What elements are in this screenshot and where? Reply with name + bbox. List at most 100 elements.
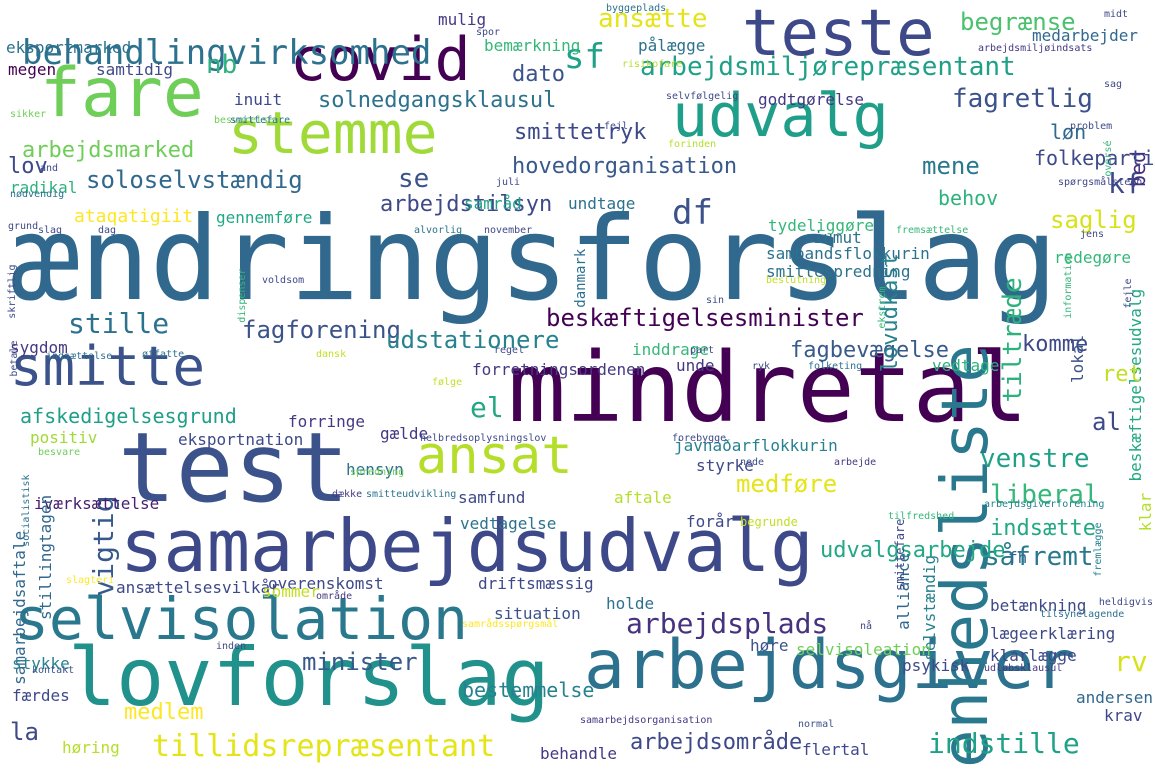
word-171: juli [496,177,521,188]
word-38: liberal [990,480,1100,510]
word-180: skriftlig [7,264,18,319]
word-27: smittetryk [514,120,647,145]
word-9: smitte [10,335,206,398]
word-48: indstille [928,727,1080,760]
word-169: and [40,163,59,174]
word-83: samråd [464,194,522,213]
word-40: såfremt [984,542,1094,572]
word-91: forretningsordenen [472,360,646,379]
word-64: al [1092,408,1121,436]
word-73: gennemføre [216,208,313,227]
word-17: ansætte [598,4,708,34]
word-88: smittespredning [766,262,911,281]
word-50: se [398,164,430,194]
word-192: øffatte [142,349,185,360]
word-174: slag [38,225,63,236]
word-123: psykisk [902,656,970,675]
word-194: følge [432,377,463,388]
word-117: lægeerklæring [990,624,1116,643]
word-188: sin [706,295,725,306]
word-37: venstre [980,444,1090,474]
word-155: byggeplads [606,3,667,14]
word-68: lov [8,154,48,179]
word-185: information [1063,252,1074,319]
word-110: driftsmæssig [478,574,594,593]
word-77: mulig [438,10,487,29]
word-52: mene [922,152,980,180]
word-126: høring [62,738,120,757]
word-181: dispenser [237,268,248,323]
word-69: sygdom [10,338,68,357]
word-165: fejl [604,121,629,132]
word-146: udløbsklausul [984,663,1063,674]
word-8: ansat [416,426,573,486]
word-0: ændringsforslag [10,192,1058,327]
word-24: soloselvstændig [86,166,303,194]
word-86: sambandsflokkurin [766,244,930,263]
word-15: behandlingvirksomhed [22,33,432,73]
word-170: nødvendig [10,189,65,200]
word-93: inddrage [632,340,710,359]
word-184: ekstrem [877,286,888,329]
word-87: siumut [804,228,862,247]
word-39: indsætte [990,516,1096,541]
word-134: spredning [350,467,405,478]
word-141: besvare [38,447,81,458]
word-21: solnedgangsklausul [318,88,557,113]
word-191: indsættelse [46,351,113,362]
word-154: nå [860,621,873,632]
word-45: medlem [124,700,204,725]
word-143: område [316,591,353,602]
word-136: socialistisk [21,474,32,547]
word-34: afskedigelsesgrund [20,404,237,428]
word-172: spørgsmålstegn [1058,177,1143,188]
word-186: fejle [1123,278,1134,309]
word-166: forinden [668,139,717,150]
word-119: stykke [12,654,70,673]
word-84: undtage [568,194,636,213]
word-4: lovforslag [68,631,550,724]
word-190: regel [494,345,525,356]
word-80: pålægge [638,36,706,55]
word-144: samarbejdsorganisation [580,715,713,726]
word-142: slagteri [66,575,115,586]
word-90: lokal [1068,334,1087,383]
word-175: dag [98,225,117,236]
word-58: saglig [1050,206,1137,234]
word-31: fagforening [242,316,401,344]
word-92: unde [676,356,715,375]
word-161: selvfølgelig [666,91,739,102]
word-6: selvisolation [14,585,468,653]
word-94: vedtage [932,356,1000,375]
word-53: kf [1108,167,1142,200]
word-150: smittefare [893,518,907,591]
word-120: færdes [12,686,70,705]
word-102: aftale [614,488,672,507]
word-196: folketing [808,361,863,372]
word-13: fare [40,54,204,133]
word-177: november [484,225,533,236]
word-163: besvarelse [214,115,275,126]
word-5: arbejdsgiver [584,626,1076,705]
word-147: tilsynelagende [1040,609,1125,620]
word-42: arbejdsplads [626,607,829,640]
word-127: behandle [540,744,618,763]
word-12: teste [742,0,935,71]
word-79: bemærkning [484,36,581,55]
word-176: alvorlig [414,225,463,236]
word-11: udvalg [672,81,889,151]
word-54: løn [1050,120,1087,144]
word-98: eksportnation [178,430,304,449]
word-16: arbejdsmiljørepræsentant [640,52,1016,82]
word-121: høre [750,636,789,655]
word-113: holde [606,594,655,613]
word-25: arbejdsmarked [22,138,195,163]
word-44: bestemmelse [462,678,595,702]
word-20: dato [512,62,565,87]
word-183: beslutning [766,275,827,286]
word-138: nede [740,457,765,468]
word-106: stillingtagen [36,494,55,621]
word-96: gælde [380,424,429,443]
word-101: samfund [458,488,526,507]
